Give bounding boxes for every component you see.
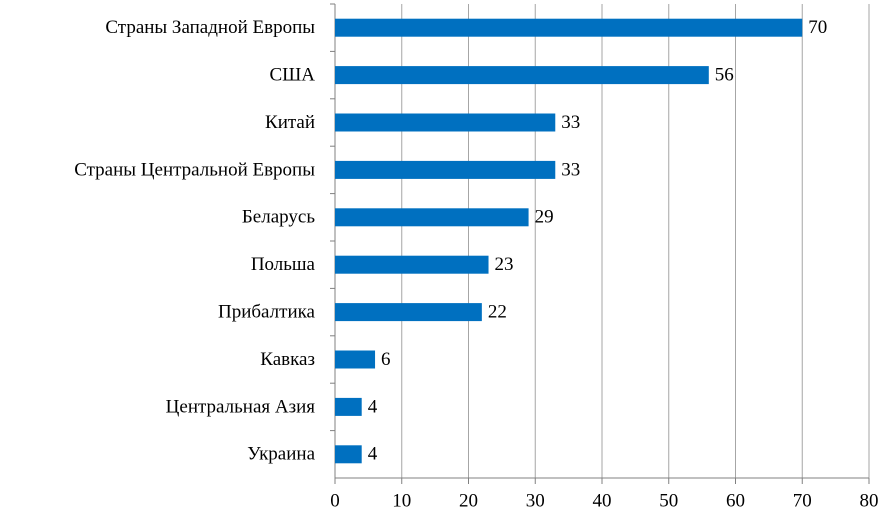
x-tick-label: 30 — [526, 490, 545, 511]
bar — [335, 113, 556, 132]
y-tick-label: Страны Западной Европы — [105, 17, 315, 38]
y-tick-label: Китай — [265, 112, 315, 133]
x-tick-label: 40 — [593, 490, 612, 511]
y-tick-label: Беларусь — [242, 207, 315, 228]
value-label: 4 — [368, 396, 378, 417]
value-label: 6 — [381, 349, 391, 370]
bar — [335, 303, 482, 322]
value-label: 22 — [488, 301, 507, 322]
value-label: 29 — [535, 207, 554, 228]
x-tick-label: 0 — [330, 490, 340, 511]
value-label: 33 — [561, 159, 580, 180]
bar — [335, 66, 709, 85]
value-label: 33 — [561, 112, 580, 133]
bar — [335, 18, 803, 37]
x-tick-label: 80 — [860, 490, 879, 511]
value-label: 70 — [808, 17, 827, 38]
y-tick-label: Центральная Азия — [166, 396, 316, 417]
bar — [335, 397, 362, 416]
bar — [335, 255, 489, 274]
value-label: 56 — [715, 64, 734, 85]
bar — [335, 445, 362, 464]
y-tick-label: Польша — [251, 254, 316, 275]
x-tick-label: 60 — [726, 490, 745, 511]
x-tick-label: 10 — [392, 490, 411, 511]
y-tick-label: Прибалтика — [218, 301, 316, 322]
bar — [335, 350, 376, 369]
y-tick-label: Кавказ — [260, 349, 315, 370]
x-tick-label: 20 — [459, 490, 478, 511]
bar — [335, 160, 556, 179]
value-label: 4 — [368, 444, 378, 465]
value-label: 23 — [495, 254, 514, 275]
y-tick-label: Страны Центральной Европы — [74, 159, 315, 180]
y-tick-label: Украина — [247, 444, 315, 465]
y-tick-label: США — [269, 64, 315, 85]
bar — [335, 208, 529, 227]
x-tick-label: 70 — [793, 490, 812, 511]
x-tick-label: 50 — [659, 490, 678, 511]
